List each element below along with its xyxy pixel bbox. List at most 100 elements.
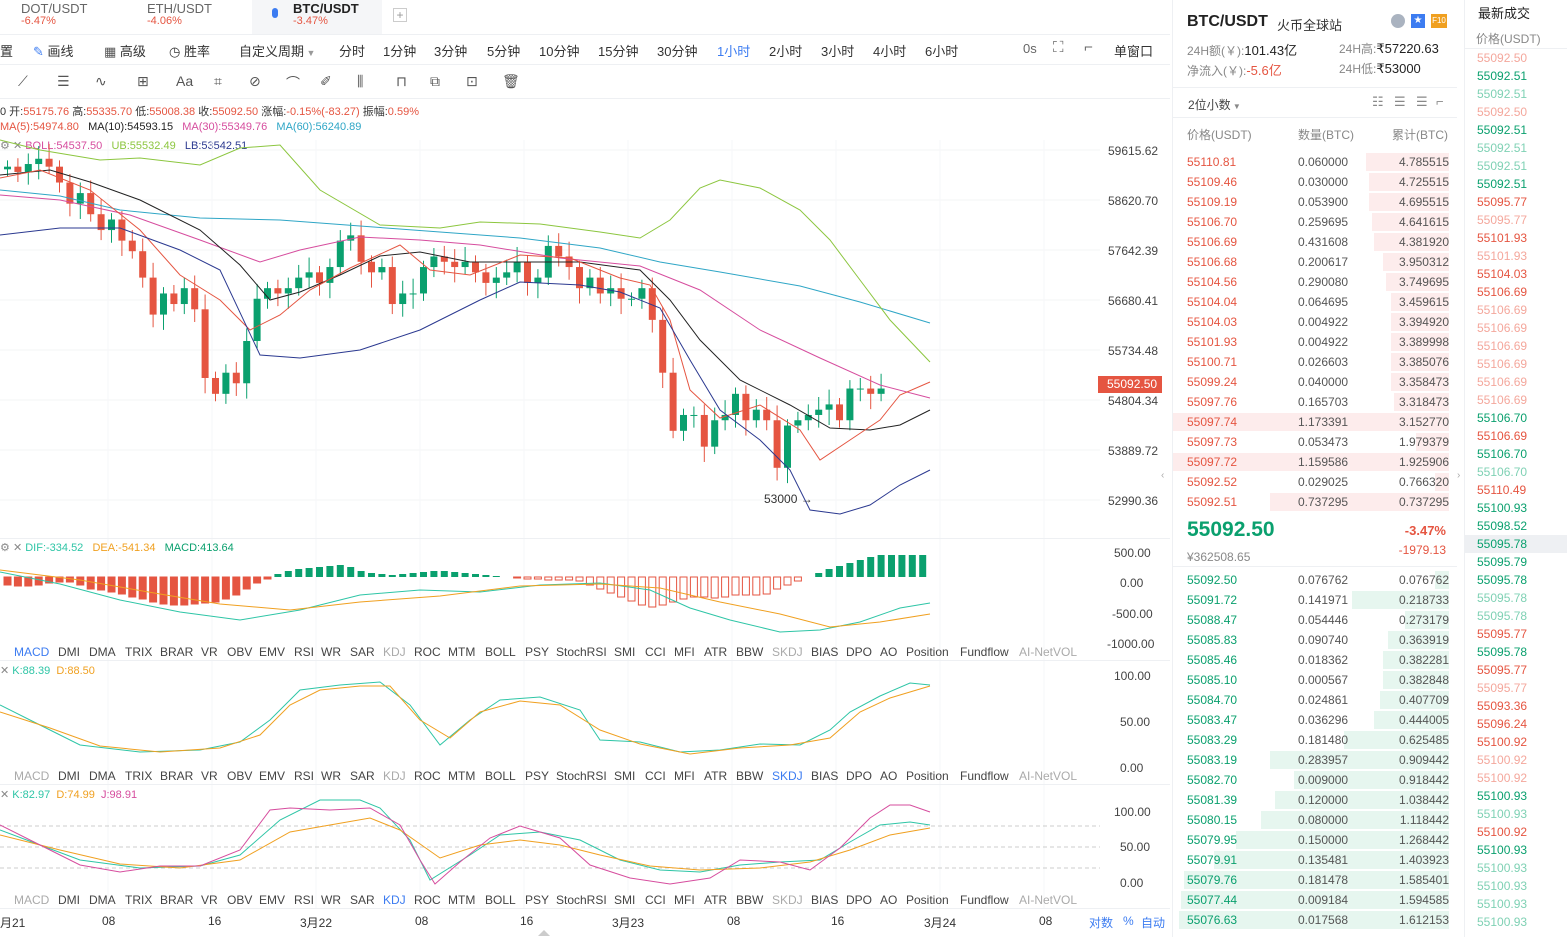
indicator-tab-trix[interactable]: TRIX <box>125 769 153 783</box>
period-3h[interactable]: 3小时 <box>821 44 855 59</box>
fib-tool-icon[interactable]: ⊘ <box>249 73 261 89</box>
indicator-tab-cci[interactable]: CCI <box>645 645 666 659</box>
hline-tool-icon[interactable]: ☰ <box>57 73 70 89</box>
indicator-tab-cci[interactable]: CCI <box>645 893 666 907</box>
indicator-tab-fundflow[interactable]: Fundflow <box>960 893 1009 907</box>
ask-row[interactable]: 55099.24 0.040000 3.358473 <box>1173 372 1457 392</box>
indicator-tab-brar[interactable]: BRAR <box>160 769 194 783</box>
period-6h[interactable]: 6小时 <box>925 44 959 59</box>
period-1h[interactable]: 1小时 <box>717 44 751 59</box>
draw-button[interactable]: ✎ 画线 <box>33 44 74 59</box>
indicator-tab-sar[interactable]: SAR <box>350 893 375 907</box>
book-view-bids-icon[interactable]: ☰ <box>1416 94 1428 109</box>
indicator-tab-vr[interactable]: VR <box>201 645 218 659</box>
period-4h[interactable]: 4小时 <box>873 44 907 59</box>
indicator-tab-position[interactable]: Position <box>906 769 949 783</box>
indicator-tab-psy[interactable]: PSY <box>525 645 550 659</box>
pattern-tool-icon[interactable]: ⌗ <box>214 73 222 89</box>
indicator-tab-skdj[interactable]: SKDJ <box>772 769 803 783</box>
custom-period-dropdown[interactable]: 自定义周期 ▼ <box>239 44 316 59</box>
bid-row[interactable]: 55085.10 0.000567 0.382848 <box>1173 670 1457 690</box>
win-rate-button[interactable]: ◷ 胜率 <box>169 44 210 59</box>
ask-row[interactable]: 55106.68 0.200617 3.950312 <box>1173 252 1457 272</box>
indicator-tab-atr[interactable]: ATR <box>704 645 728 659</box>
text-tool-icon[interactable]: Aa <box>176 73 194 89</box>
indicator-tab-bias[interactable]: BIAS <box>811 769 839 783</box>
period-30m[interactable]: 30分钟 <box>657 44 698 59</box>
indicator-tab-dpo[interactable]: DPO <box>846 893 873 907</box>
indicator-tab-wr[interactable]: WR <box>321 893 341 907</box>
indicator-tab-kdj[interactable]: KDJ <box>383 645 406 659</box>
ask-row[interactable]: 55104.04 0.064695 3.459615 <box>1173 292 1457 312</box>
ask-row[interactable]: 55104.56 0.290080 3.749695 <box>1173 272 1457 292</box>
indicator-tab-macd[interactable]: MACD <box>14 769 50 783</box>
bid-row[interactable]: 55081.39 0.120000 1.038442 <box>1173 790 1457 810</box>
tab-btc-usdt[interactable]: BTC/USDT -3.47% <box>252 0 382 34</box>
indicator-tab-smi[interactable]: SMI <box>614 645 636 659</box>
indicator-tab-mtm[interactable]: MTM <box>448 769 476 783</box>
settings-button[interactable]: 置 <box>0 44 14 59</box>
crop-icon[interactable]: ⌐ <box>1084 39 1093 56</box>
candlestick-chart[interactable] <box>0 0 1100 937</box>
bid-row[interactable]: 55079.95 0.150000 1.268442 <box>1173 830 1457 850</box>
indicator-tab-smi[interactable]: SMI <box>614 769 636 783</box>
indicator-tab-psy[interactable]: PSY <box>525 769 550 783</box>
indicator-tab-trix[interactable]: TRIX <box>125 893 153 907</box>
tab-eth-usdt[interactable]: ETH/USDT -4.06% <box>126 0 256 34</box>
percent-scale-button[interactable]: % <box>1123 914 1134 928</box>
f10-icon[interactable]: F10 <box>1431 14 1447 28</box>
indicator-tab-skdj[interactable]: SKDJ <box>772 645 803 659</box>
trash-icon[interactable]: 🗑 <box>502 73 520 89</box>
bid-row[interactable]: 55083.19 0.283957 0.909442 <box>1173 750 1457 770</box>
fullscreen-icon[interactable]: ⛶ <box>1053 39 1064 56</box>
bid-row[interactable]: 55091.72 0.141971 0.218733 <box>1173 590 1457 610</box>
ask-row[interactable]: 55097.73 0.053473 1.979379 <box>1173 432 1457 452</box>
indicator-tab-psy[interactable]: PSY <box>525 893 550 907</box>
tab-dot-usdt[interactable]: DOT/USDT -6.47% <box>0 0 130 34</box>
indicator-tab-bbw[interactable]: BBW <box>736 769 764 783</box>
bid-row[interactable]: 55092.50 0.076762 0.076762 <box>1173 570 1457 590</box>
period-timeline[interactable]: 分时 <box>339 44 366 59</box>
indicator-tab-position[interactable]: Position <box>906 893 949 907</box>
indicator-tab-stochrsi[interactable]: StochRSI <box>556 645 607 659</box>
ask-row[interactable]: 55101.93 0.004922 3.389998 <box>1173 332 1457 352</box>
indicator-tab-smi[interactable]: SMI <box>614 893 636 907</box>
star-icon[interactable]: ★ <box>1411 14 1425 28</box>
indicator-tab-rsi[interactable]: RSI <box>294 645 315 659</box>
bid-row[interactable]: 55088.47 0.054446 0.273179 <box>1173 610 1457 630</box>
indicator-tab-mtm[interactable]: MTM <box>448 893 476 907</box>
ask-row[interactable]: 55104.03 0.004922 3.394920 <box>1173 312 1457 332</box>
indicator-tab-sar[interactable]: SAR <box>350 769 375 783</box>
bid-row[interactable]: 55084.70 0.024861 0.407709 <box>1173 690 1457 710</box>
ask-row[interactable]: 55097.74 1.173391 3.152770 <box>1173 412 1457 432</box>
period-2h[interactable]: 2小时 <box>769 44 803 59</box>
bell-icon[interactable] <box>1391 14 1405 28</box>
bid-row[interactable]: 55083.47 0.036296 0.444005 <box>1173 710 1457 730</box>
indicator-tab-dpo[interactable]: DPO <box>846 645 873 659</box>
bid-row[interactable]: 55076.63 0.017568 1.612153 <box>1173 910 1457 930</box>
indicator-tab-ai-netvol[interactable]: AI-NetVOL <box>1019 769 1078 783</box>
indicator-tab-ao[interactable]: AO <box>880 769 898 783</box>
crosshair-tool-icon[interactable]: ⊞ <box>137 73 149 89</box>
ask-row[interactable]: 55092.52 0.029025 0.766320 <box>1173 472 1457 492</box>
indicator-tab-obv[interactable]: OBV <box>227 893 253 907</box>
indicator-tab-dpo[interactable]: DPO <box>846 769 873 783</box>
add-tab-icon[interactable]: + <box>393 8 407 22</box>
indicator-tab-atr[interactable]: ATR <box>704 769 728 783</box>
indicator-tab-sar[interactable]: SAR <box>350 645 375 659</box>
collapse-handle-icon[interactable] <box>538 930 550 936</box>
ask-row[interactable]: 55109.19 0.053900 4.695515 <box>1173 192 1457 212</box>
advanced-button[interactable]: ▦ 高级 <box>104 44 146 59</box>
indicator-tab-ao[interactable]: AO <box>880 645 898 659</box>
indicator-tab-dmi[interactable]: DMI <box>58 769 80 783</box>
indicator-tab-kdj[interactable]: KDJ <box>383 893 406 907</box>
single-window-button[interactable]: 单窗口 <box>1114 44 1154 59</box>
bid-row[interactable]: 55082.70 0.009000 0.918442 <box>1173 770 1457 790</box>
ask-row[interactable]: 55106.70 0.259695 4.641615 <box>1173 212 1457 232</box>
indicator-tab-dma[interactable]: DMA <box>89 645 116 659</box>
line-tool-icon[interactable]: ⟋ <box>18 73 28 89</box>
indicator-tab-bbw[interactable]: BBW <box>736 893 764 907</box>
edit-tool-icon[interactable]: ⊡ <box>466 73 478 89</box>
bars-tool-icon[interactable]: ⫼ <box>357 73 364 89</box>
indicator-tab-ai-netvol[interactable]: AI-NetVOL <box>1019 645 1078 659</box>
